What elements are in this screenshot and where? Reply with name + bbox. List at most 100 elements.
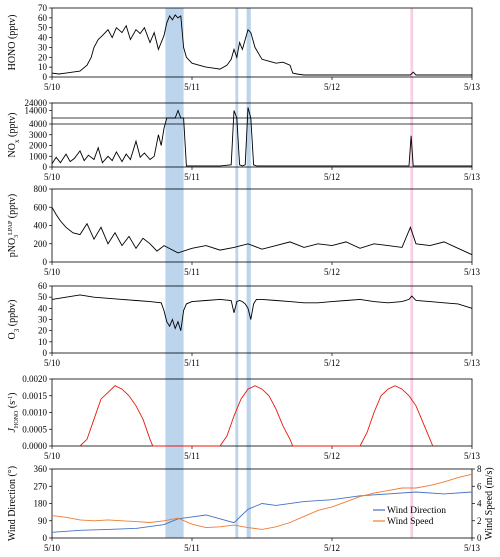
jhono-series-line-0: [79, 385, 434, 447]
pno3-x-tick-label-1: 5/11: [184, 267, 200, 277]
wind-x-tick-label-3: 5/13: [464, 543, 481, 553]
panel-hono-x-ticks: 5/10 5/11 5/12 5/13: [44, 77, 481, 92]
shaded-period-2: [246, 8, 251, 538]
nox-y-tick-label-1: 1000: [29, 151, 48, 161]
o3-y-tick-label-4: 40: [38, 303, 48, 313]
pno3-label-main: pNO: [7, 238, 18, 257]
pno3-label-sup: LPAP: [8, 220, 14, 235]
o3-x-tick-label-1: 5/11: [184, 358, 200, 368]
panel-nox-frame: [51, 102, 473, 168]
o3-y-tick-label-3: 30: [38, 315, 48, 325]
shaded-periods: [165, 8, 414, 538]
jhono-y-tick-label-1: 0.0005: [22, 424, 47, 434]
panel-jhono-series: [79, 385, 434, 447]
shaded-period-1: [235, 8, 239, 538]
o3-y-tick-label-0: 0: [43, 348, 48, 358]
legend: Wind Direction Wind Speed: [373, 506, 446, 527]
panel-wind-series: [51, 473, 473, 533]
pno3-label-unit: (pptv): [7, 194, 18, 221]
jhono-x-tick-label-0: 5/10: [44, 451, 61, 461]
jhono-x-tick-label-1: 5/11: [184, 451, 200, 461]
pno3-series-line-0: [51, 207, 473, 256]
wind-right-tick-label-1: 2: [477, 516, 482, 526]
panel-jhono-x-ticks: 5/10 5/11 5/12 5/13: [44, 446, 481, 461]
wind-x-tick-label-1: 5/11: [184, 543, 200, 553]
pno3-y-tick-label-0: 0: [43, 257, 48, 267]
panel-pno3: 0 200 400 600 800 5/10 5/11 5/12 5/13 pNO3LPAP …: [7, 184, 480, 277]
panel-o3-frame: [51, 285, 473, 354]
nox-y-tick-label-3: 3000: [29, 130, 48, 140]
legend-label-wind-speed: Wind Speed: [387, 517, 434, 527]
nox-y-tick-label-4: 4000: [29, 119, 48, 129]
panel-hono-frame: [51, 7, 473, 78]
panel-pno3-y-label: pNO3LPAP (pptv): [7, 194, 20, 258]
wind-y-tick-label-0: 0: [43, 533, 48, 543]
nox-label-unit: (pptv): [7, 113, 18, 140]
panel-wind-y-ticks: 0 90 180 270 360: [34, 464, 52, 543]
nox-y-tick-label-2: 2000: [29, 141, 48, 151]
wind-y-tick-label-1: 90: [38, 516, 48, 526]
hono-y-tick-label-7: 70: [38, 3, 48, 13]
pno3-x-tick-label-0: 5/10: [44, 267, 61, 277]
panel-pno3-frame: [51, 188, 473, 263]
shaded-period-0: [165, 8, 184, 538]
o3-y-tick-label-1: 10: [38, 337, 48, 347]
nox-y-tick-label-6: 24000: [25, 98, 48, 108]
o3-label-unit: (ppbv): [7, 300, 18, 329]
wind-series-line-1: [51, 473, 473, 530]
jhono-y-tick-label-3: 0.0015: [22, 391, 47, 401]
panel-pno3-y-ticks: 0 200 400 600 800: [34, 184, 52, 267]
hono-x-tick-label-2: 5/12: [324, 82, 340, 92]
wind-y-tick-label-4: 360: [34, 464, 48, 474]
o3-x-tick-label-2: 5/12: [324, 358, 340, 368]
jhono-label-unit: (s: [7, 401, 18, 411]
panel-pno3-x-ticks: 5/10 5/11 5/12 5/13: [44, 262, 481, 277]
nox-y-tick-label-5: 14000: [25, 106, 48, 116]
panel-nox-y-label: NOx (pptv): [7, 113, 21, 158]
panel-wind-y-label-right: Wind Speed (m/s): [484, 467, 495, 539]
pno3-x-tick-label-3: 5/13: [464, 267, 481, 277]
panel-o3-x-ticks: 5/10 5/11 5/12 5/13: [44, 353, 480, 368]
hono-y-tick-label-1: 10: [38, 62, 48, 72]
hono-y-tick-label-4: 40: [38, 33, 48, 43]
jhono-x-tick-label-3: 5/13: [464, 451, 481, 461]
o3-label-main: O: [7, 332, 18, 339]
wind-x-tick-label-2: 5/12: [324, 543, 340, 553]
pno3-y-tick-label-4: 800: [34, 184, 48, 194]
jhono-label-sup: -1: [8, 396, 14, 401]
pno3-y-tick-label-1: 200: [34, 239, 48, 249]
panel-nox-x-ticks: 5/10 5/11 5/12 5/13: [44, 167, 480, 182]
jhono-y-tick-label-4: 0.0020: [22, 374, 47, 384]
panel-wind-y-ticks-right: 0 2 4 6 8: [472, 464, 482, 543]
hono-y-tick-label-3: 30: [38, 42, 48, 52]
wind-y-tick-label-2: 180: [34, 499, 48, 509]
hono-x-tick-label-3: 5/13: [464, 82, 481, 92]
pno3-y-tick-label-2: 400: [34, 221, 48, 231]
jhono-x-tick-label-2: 5/12: [324, 451, 340, 461]
hono-y-tick-label-2: 20: [38, 52, 48, 62]
panel-hono-series: [51, 14, 472, 76]
nox-label-main: NO: [7, 143, 18, 157]
o3-label-sub: 3: [13, 328, 21, 332]
jhono-label-sub: HONO: [14, 410, 20, 428]
jhono-label-main: J: [7, 427, 18, 432]
nox-x-tick-label-1: 5/11: [184, 172, 200, 182]
wind-right-tick-label-3: 6: [477, 481, 482, 491]
o3-y-tick-label-6: 60: [38, 281, 48, 291]
jhono-label-close: ): [7, 393, 18, 396]
wind-series-line-0: [51, 491, 473, 533]
wind-y-tick-label-3: 270: [34, 481, 48, 491]
nox-series-line-0: [51, 107, 472, 167]
hono-y-tick-label-5: 50: [38, 23, 48, 33]
panel-jhono-y-ticks: 0.0000 0.0005 0.0010 0.0015 0.0020: [22, 374, 52, 451]
nox-label-sub: x: [13, 139, 21, 143]
panel-hono-y-label: HONO (pptv): [7, 15, 18, 71]
jhono-y-tick-label-2: 0.0010: [22, 408, 47, 418]
